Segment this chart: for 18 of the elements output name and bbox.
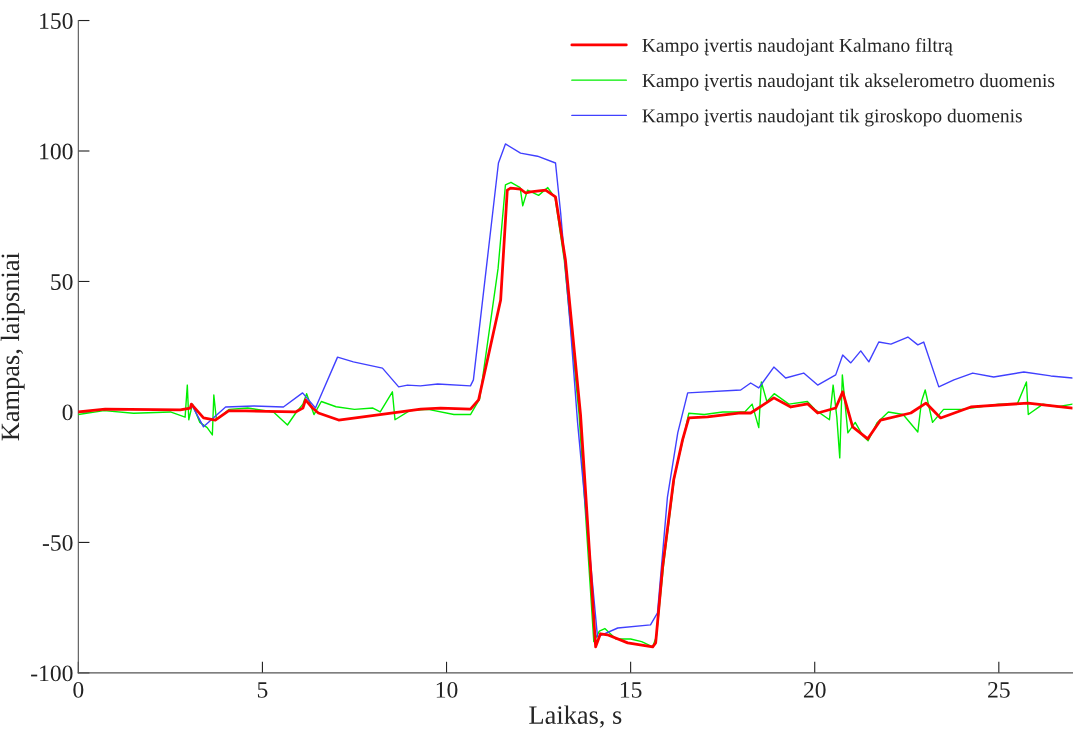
y-tick-label: 0 <box>62 404 73 421</box>
legend-label: Kampo įvertis naudojant tik akselerometro duomenis <box>642 73 1055 92</box>
x-tick-label: 20 <box>803 681 826 698</box>
x-tick-label: 0 <box>73 681 84 698</box>
y-tick-label: 150 <box>40 13 73 29</box>
y-tick-label: -100 <box>31 665 73 682</box>
y-axis-title: Kampas, laipsniai <box>0 252 25 441</box>
x-tick-label: 15 <box>620 682 642 698</box>
line-series <box>190 143 1073 638</box>
x-axis-title: Laikas, s <box>529 705 622 728</box>
y-tick-label: 100 <box>40 143 73 160</box>
x-tick-label: 25 <box>988 681 1010 698</box>
x-tick-label: 5 <box>257 682 268 698</box>
x-tick-label: 10 <box>436 681 458 698</box>
y-tick-label: -50 <box>42 534 73 551</box>
y-tick-label: 50 <box>51 273 73 290</box>
legend-label: Kampo įvertis naudojant Kalmano filtrą <box>642 38 954 56</box>
legend-label: Kampo įvertis naudojant tik giroskopo duomenis <box>642 108 1022 127</box>
